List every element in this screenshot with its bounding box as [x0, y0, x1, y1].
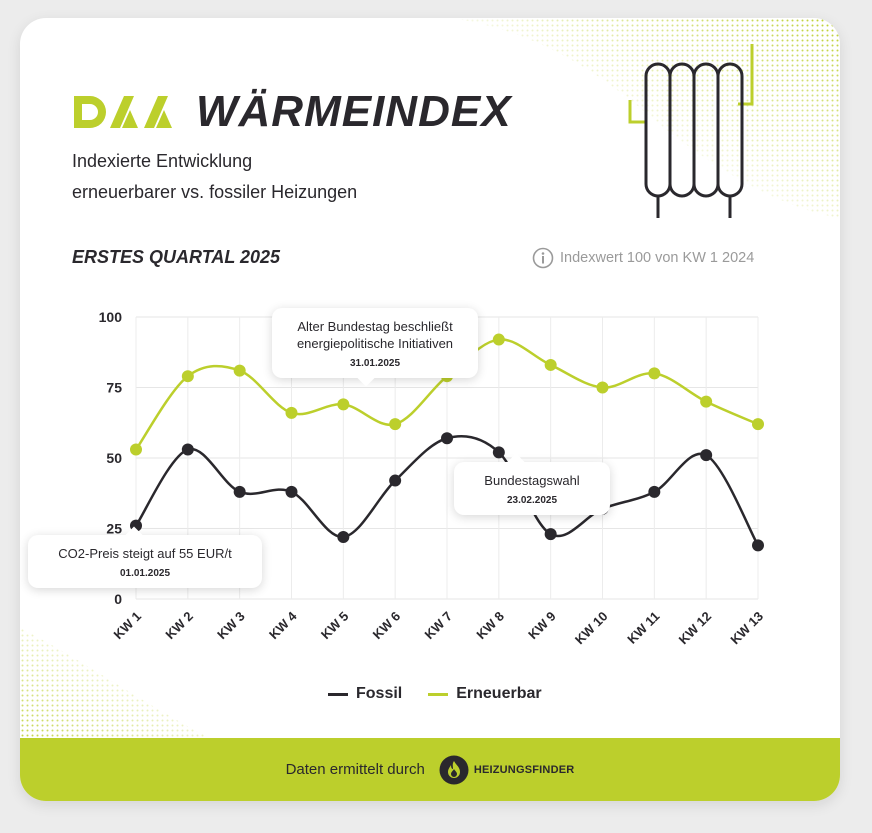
daa-logo: [74, 96, 172, 128]
annotation-callout-1: Alter Bundestag beschließt energiepoliti…: [272, 308, 478, 378]
quarter-label: ERSTES QUARTAL 2025: [72, 247, 281, 267]
legend-item-fossil: Fossil: [328, 685, 402, 703]
subtitle-line-2: erneuerbarer vs. fossiler Heizungen: [72, 182, 358, 202]
data-point-erneuerbar-9: [544, 358, 557, 371]
annotation-callout-2: Bundestagswahl 23.02.2025: [454, 462, 610, 515]
legend-swatch-fossil: [328, 692, 348, 696]
x-tick-label-9: KW 10: [572, 609, 611, 648]
data-point-erneuerbar-8: [492, 333, 505, 346]
header-logo-row: WÄRMEINDEX: [72, 90, 512, 134]
index-note: Indexwert 100 von KW 1 2024: [532, 247, 754, 269]
data-point-fossil-2: [181, 443, 194, 456]
footer-bar: Daten ermittelt durch HEIZUNGSFINDER: [20, 738, 840, 801]
annotation-date-3: 01.01.2025: [119, 568, 171, 579]
decorative-dot-pattern: [20, 18, 840, 748]
y-tick-label-3: 75: [106, 380, 122, 396]
data-point-fossil-8: [492, 446, 505, 459]
y-tick-label-1: 25: [106, 521, 122, 537]
x-tick-label-7: KW 8: [473, 609, 507, 643]
data-point-fossil-13: [752, 539, 764, 552]
x-tick-label-4: KW 5: [318, 609, 352, 643]
x-tick-label-1: KW 2: [162, 609, 196, 643]
subtitle-line-1: Indexierte Entwicklung: [72, 151, 253, 171]
annotation-text-1: Alter Bundestag beschließt energiepoliti…: [296, 319, 454, 351]
data-point-fossil-7: [441, 432, 453, 445]
data-point-erneuerbar-3: [233, 364, 246, 377]
x-tick-label-10: KW 11: [624, 609, 662, 647]
flame-icon: [439, 755, 469, 784]
page-subtitle: Indexierte Entwicklung erneuerbarer vs. …: [72, 146, 357, 208]
data-point-erneuerbar-12: [700, 395, 713, 408]
x-tick-label-0: KW 1: [111, 609, 145, 643]
data-point-fossil-4: [285, 485, 298, 498]
data-point-erneuerbar-4: [285, 406, 298, 419]
x-tick-label-8: KW 9: [525, 609, 559, 643]
data-point-fossil-11: [648, 485, 661, 498]
radiator-icon: [628, 44, 754, 218]
x-tick-label-11: KW 12: [676, 609, 715, 648]
data-point-fossil-5: [337, 530, 350, 543]
data-point-erneuerbar-10: [596, 381, 609, 394]
y-tick-label-2: 50: [106, 450, 122, 466]
annotation-callout-3: CO2-Preis steigt auf 55 EUR/t 01.01.2025: [28, 535, 262, 588]
data-point-fossil-12: [700, 449, 713, 462]
x-tick-label-6: KW 7: [422, 609, 456, 643]
x-tick-label-2: KW 3: [214, 609, 248, 643]
data-point-erneuerbar-1: [130, 443, 142, 456]
index-note-text: Indexwert 100 von KW 1 2024: [560, 250, 755, 266]
data-point-erneuerbar-13: [752, 418, 764, 431]
data-point-fossil-9: [544, 528, 557, 541]
annotation-text-2: Bundestagswahl: [484, 473, 580, 488]
x-tick-label-12: KW 13: [727, 609, 766, 648]
y-tick-label-0: 0: [114, 591, 122, 607]
legend-label-fossil: Fossil: [356, 685, 403, 702]
footer-text: Daten ermittelt durch: [285, 761, 425, 778]
x-tick-label-5: KW 6: [370, 609, 404, 643]
data-point-fossil-3: [233, 485, 246, 498]
line-chart: 0 25 50 75 100 KW 1 KW 2 KW 3 KW 4 KW 5 KW 6 KW 7 KW…: [99, 309, 766, 648]
info-circle-icon: [532, 247, 554, 269]
data-point-erneuerbar-11: [648, 367, 661, 380]
chart-legend: Fossil Erneuerbar: [328, 685, 568, 703]
annotation-text-3: CO2-Preis steigt auf 55 EUR/t: [58, 546, 232, 561]
data-point-erneuerbar-6: [389, 418, 402, 431]
legend-label-erneuerbar: Erneuerbar: [456, 685, 542, 702]
infographic-card: WÄRMEINDEX Indexierte Entwicklung erneue…: [20, 18, 840, 801]
y-tick-label-4: 100: [99, 309, 123, 325]
data-point-erneuerbar-2: [181, 370, 194, 383]
annotation-date-1: 31.01.2025: [349, 358, 401, 369]
x-tick-label-3: KW 4: [266, 608, 300, 642]
page-title: WÄRMEINDEX: [196, 87, 512, 136]
footer-brand: HEIZUNGSFINDER: [473, 763, 575, 776]
annotation-date-2: 23.02.2025: [506, 495, 558, 506]
data-point-erneuerbar-5: [337, 398, 350, 411]
legend-item-erneuerbar: Erneuerbar: [428, 685, 542, 703]
data-point-fossil-6: [389, 474, 402, 487]
legend-swatch-erneuerbar: [428, 692, 449, 696]
